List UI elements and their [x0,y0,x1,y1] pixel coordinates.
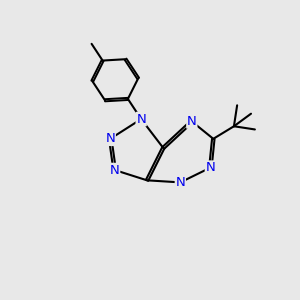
Text: N: N [136,112,146,126]
Text: N: N [206,161,215,174]
Text: N: N [176,176,185,189]
Text: N: N [110,164,119,176]
Text: N: N [105,132,115,145]
Text: N: N [187,115,197,128]
